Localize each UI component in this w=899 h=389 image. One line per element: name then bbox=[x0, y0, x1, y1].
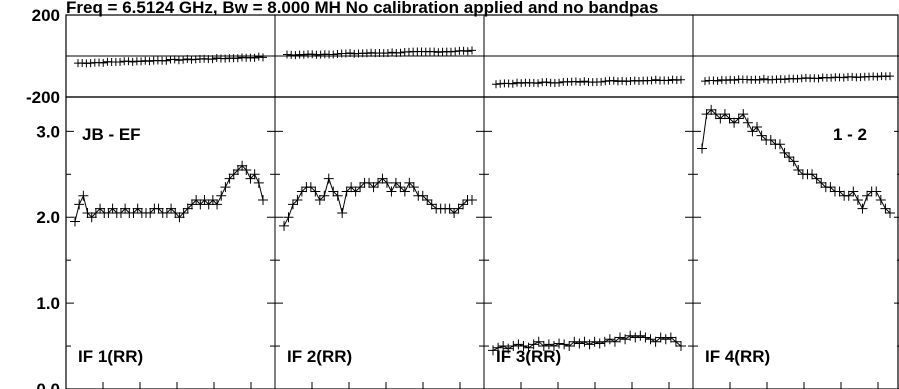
amplitude-series-line bbox=[74, 164, 264, 222]
amplitude-point bbox=[885, 207, 895, 218]
phase-series-line bbox=[704, 75, 891, 82]
amplitude-point bbox=[279, 220, 289, 231]
axis-ticks bbox=[66, 130, 899, 389]
baseline-label: JB - EF bbox=[82, 125, 141, 144]
phase-tick-label: -200 bbox=[26, 88, 60, 107]
amplitude-series-line bbox=[283, 176, 472, 227]
panel-labels: IF 1(RR) IF 2(RR) IF 3(RR) IF 4(RR) bbox=[78, 347, 770, 366]
amplitude-series-line bbox=[701, 109, 891, 214]
panel-label: IF 2(RR) bbox=[287, 347, 352, 366]
amplitude-series-line bbox=[492, 335, 682, 351]
polarization-label: 1 - 2 bbox=[833, 125, 867, 144]
amplitude-tick-label: 1.0 bbox=[36, 294, 60, 313]
amplitude-tick-label: 2.0 bbox=[36, 208, 60, 227]
axis-tick-labels: 200 -200 3.0 2.0 1.0 0.0 bbox=[26, 6, 60, 389]
plot-frames bbox=[65, 14, 899, 389]
amplitude-point bbox=[70, 216, 80, 227]
panel-label: IF 1(RR) bbox=[78, 347, 143, 366]
phase-series-line bbox=[495, 79, 682, 85]
phase-series-line bbox=[286, 49, 473, 56]
panel-label: IF 3(RR) bbox=[496, 347, 561, 366]
panel-label: IF 4(RR) bbox=[705, 347, 770, 366]
amplitude-tick-label: 0.0 bbox=[36, 380, 60, 389]
phase-series-line bbox=[77, 56, 264, 64]
amplitude-tick-label: 3.0 bbox=[36, 122, 60, 141]
amplitude-frame bbox=[65, 96, 899, 389]
chart-title: Freq = 6.5124 GHz, Bw = 8.000 MH No cali… bbox=[66, 0, 658, 17]
phase-tick-label: 200 bbox=[32, 6, 60, 25]
data-marks bbox=[70, 46, 895, 356]
phase-point bbox=[259, 53, 267, 62]
